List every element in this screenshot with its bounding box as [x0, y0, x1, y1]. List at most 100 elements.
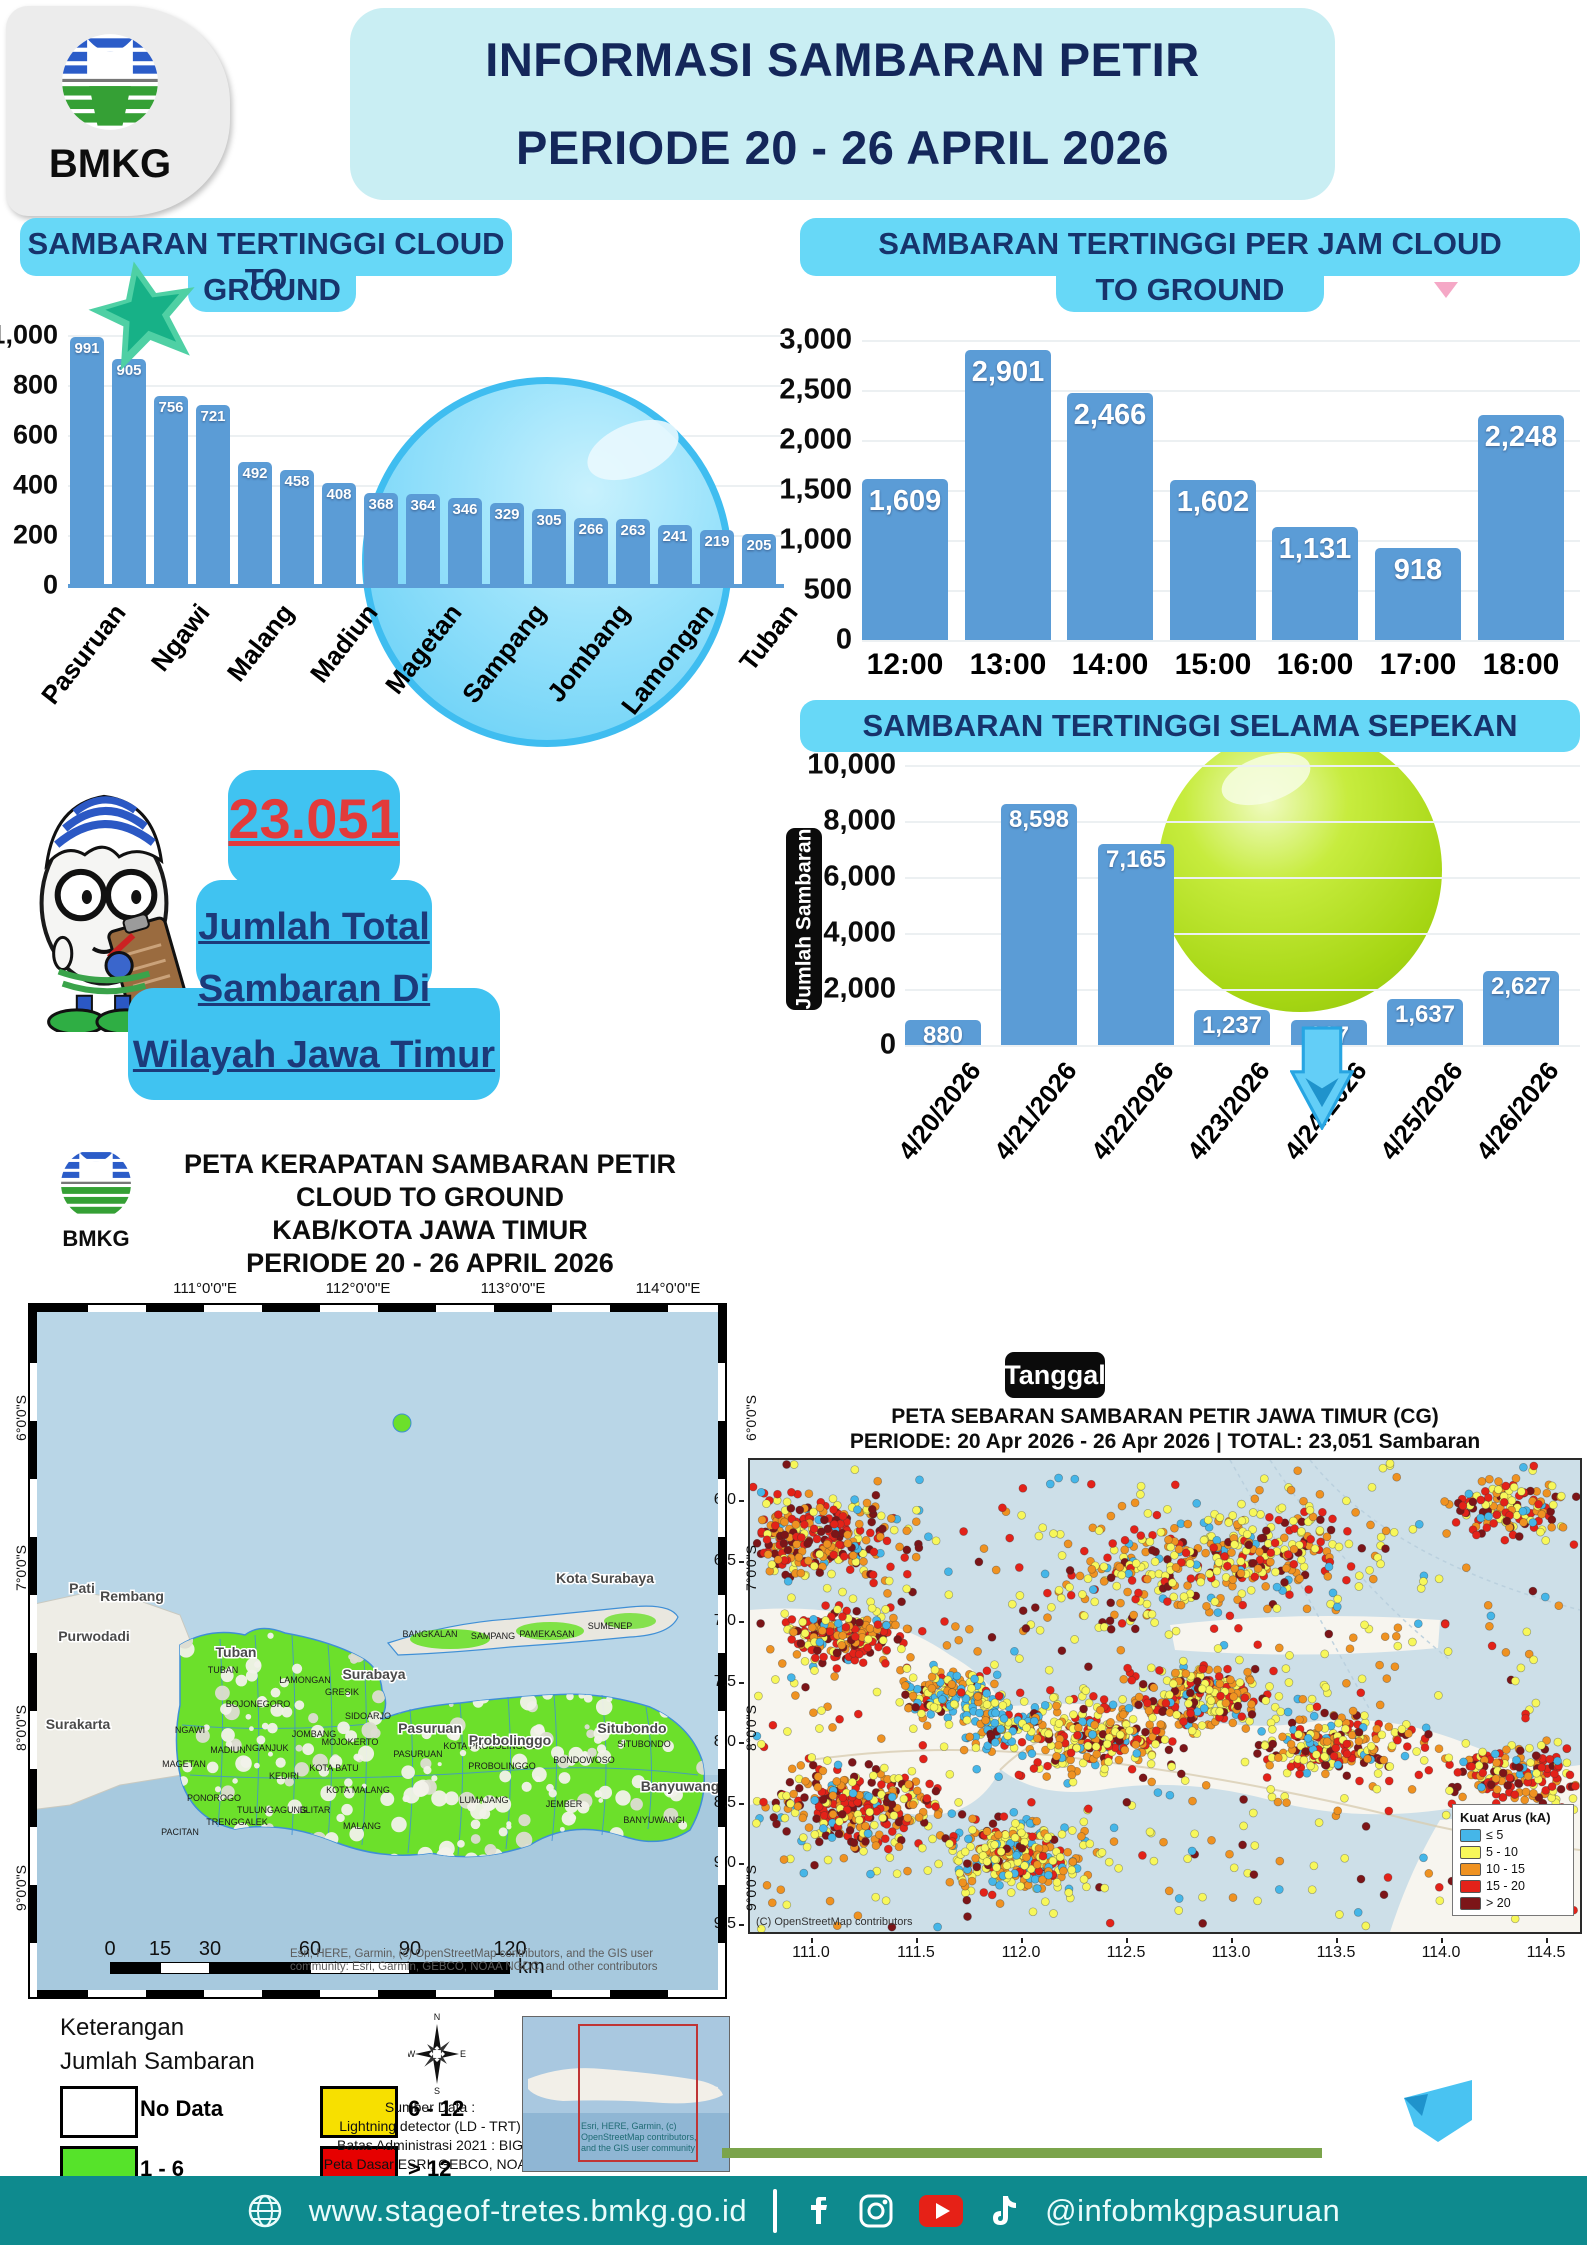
map-region-label: MALANG [343, 1821, 381, 1831]
x-tick-label: 12:00 [866, 648, 944, 681]
legend-heading2: Jumlah Sambaran [60, 2048, 255, 2075]
map-city-label: Surabaya [342, 1666, 405, 1682]
longitude-tick: 113°0'0"E [480, 1280, 546, 1297]
map-region-label: LAMONGAN [279, 1675, 331, 1685]
tiktok-icon[interactable] [989, 2194, 1019, 2228]
y-tick-label: 600 [12, 419, 58, 450]
scale-tick-label: 60 [298, 1938, 322, 1960]
bar-value-label: 1,602 [1176, 486, 1250, 518]
chart1-baseline [68, 584, 784, 588]
scale-unit-label: km [518, 1956, 545, 1978]
map-attribution: Esri, HERE, Garmin, (c) OpenStreetMap co… [290, 1948, 720, 1974]
scatter-x-tick: 113.0 [1211, 1944, 1251, 1961]
summary-line3: Wilayah Jawa Timur [132, 1034, 496, 1076]
scatter-x-tickmark [1021, 1938, 1023, 1943]
data-source-line: Sumber Data : [384, 2099, 476, 2115]
youtube-icon[interactable] [919, 2194, 964, 2227]
footer-handle[interactable]: @infobmkgpasuruan [1045, 2192, 1341, 2228]
x-tick-label: 4/25/2026 [1373, 1056, 1469, 1166]
scatter-title-line1: PETA SEBARAN SAMBARAN PETIR JAWA TIMUR (… [891, 1405, 1439, 1428]
x-tick-label: 4/23/2026 [1180, 1056, 1276, 1166]
compass-rose-icon: N S W E [408, 2012, 466, 2096]
scatter-y-tickmark [739, 1742, 744, 1744]
map-frame-edge-left [30, 1305, 37, 1997]
bar-value-label: 2,901 [971, 356, 1045, 388]
chart2-title-line1: SAMBARAN TERTINGGI PER JAM CLOUD [878, 226, 1502, 261]
map-frame-edge-top [30, 1305, 725, 1312]
longitude-tick: 111°0'0"E [173, 1280, 237, 1297]
footer-url[interactable]: www.stageof-tretes.bmkg.go.id [308, 2192, 748, 2228]
bar-value-label: 241 [662, 528, 688, 545]
map-city-label: Situbondo [597, 1720, 666, 1736]
x-tick-label: 4/26/2026 [1469, 1056, 1565, 1166]
density-map: TUBAN BOJONEGORO LAMONGAN GRESIK SIDOARJO BAN… [28, 1303, 727, 1999]
scatter-x-tickmark [1441, 1938, 1443, 1943]
svg-text:W: W [408, 2049, 416, 2059]
y-tick-label: 2,500 [779, 373, 852, 406]
scatter-legend-item: 5 - 10 [1460, 1845, 1566, 1859]
bar-value-label: 1,609 [868, 485, 942, 517]
bar: 1,237 [1194, 1010, 1270, 1045]
map-region-label: BLITAR [300, 1805, 331, 1815]
bar-value-label: 1,637 [1394, 1001, 1456, 1028]
ribbon-decoration-icon [1404, 2080, 1472, 2142]
page-title-line2: PERIODE 20 - 26 APRIL 2026 [515, 121, 1169, 174]
facebook-icon[interactable] [803, 2194, 833, 2228]
scatter-legend-label: 15 - 20 [1486, 1879, 1525, 1893]
globe-icon [248, 2194, 282, 2227]
map-city-label: Surakarta [46, 1716, 111, 1732]
scatter-x-tick: 112.5 [1106, 1944, 1146, 1961]
scatter-title-line2: PERIODE: 20 Apr 2026 - 26 Apr 2026 | TOT… [849, 1430, 1481, 1453]
footer-separator [773, 2188, 778, 2233]
chart1-x-labels: Pasuruan Ngawi Malang Madiun Magetan Sampang J… [35, 598, 804, 748]
bar-value-label: 918 [1393, 554, 1443, 586]
strike-distribution-map: (C) OpenStreetMap contributors Kuat Arus… [748, 1458, 1582, 1934]
gridline [862, 640, 1580, 642]
scatter-legend-swatch [1460, 1828, 1481, 1842]
map-region-label: KEDIRI [269, 1771, 299, 1781]
map-region-label: JOMBANG [292, 1729, 337, 1739]
bar-value-label: 2,627 [1490, 973, 1552, 1000]
bar-value-label: 880 [922, 1022, 964, 1049]
map-region-label: PONOROGO [187, 1793, 241, 1803]
map-region-label: BONDOWOSO [553, 1755, 615, 1765]
bar-value-label: 1,237 [1201, 1012, 1263, 1039]
gridline [905, 933, 1580, 935]
map-region-label: PROBOLINGGO [468, 1761, 536, 1771]
gridline [68, 385, 782, 387]
bar-value-label: 408 [326, 486, 352, 503]
scatter-legend-title: Kuat Arus (kA) [1460, 1810, 1551, 1825]
map-region-label: KOTA BATU [309, 1763, 358, 1773]
y-tick-label: 1,500 [779, 473, 852, 506]
bar: 8,598 [1001, 804, 1077, 1045]
legend-label-6-12: 6 - 12 [408, 2096, 465, 2121]
bar: 241 [658, 525, 692, 585]
map-longitude-ticks: 111°0'0"E 112°0'0"E 113°0'0"E 114°0'0"E [28, 1280, 723, 1300]
map-city-label: Kota Surabaya [556, 1570, 654, 1586]
y-tick-label: 2,000 [779, 423, 852, 456]
map-region-label: BANGKALAN [402, 1629, 457, 1639]
total-strikes-number: 23.051 [228, 787, 400, 850]
map-region-label: TULUNGAGUNG [237, 1805, 307, 1815]
footer-bar: www.stageof-tretes.bmkg.go.id @infobmkgp… [0, 2176, 1587, 2245]
bmkg-logo-card: BMKG [6, 6, 230, 216]
map-city-label: Pasuruan [398, 1720, 462, 1736]
map-region-label: PASURUAN [393, 1749, 442, 1759]
bar-value-label: 329 [494, 506, 520, 523]
map-city-label: Tuban [216, 1644, 257, 1660]
scale-tick-label: 90 [398, 1938, 422, 1960]
scale-tick-label: 30 [198, 1938, 222, 1960]
bar: 991 [70, 337, 104, 585]
x-tick-label: 14:00 [1071, 648, 1149, 681]
latitude-tick: 8°0'0"S [742, 1705, 759, 1751]
inset-attribution-line: Esri, HERE, Garmin, (c) [581, 2121, 677, 2131]
map-region-label: NGAWI [175, 1725, 205, 1735]
instagram-icon[interactable] [859, 2194, 893, 2228]
scatter-legend-item: > 20 [1460, 1896, 1566, 1910]
y-tick-label: 6,000 [823, 860, 896, 893]
bar-value-label: 263 [620, 522, 646, 539]
scatter-x-tick: 113.5 [1316, 1944, 1356, 1961]
map-region-label: JEMBER [546, 1799, 583, 1809]
scale-bar-segment [160, 1962, 210, 1974]
bar-value-label: 8,598 [1008, 806, 1070, 833]
